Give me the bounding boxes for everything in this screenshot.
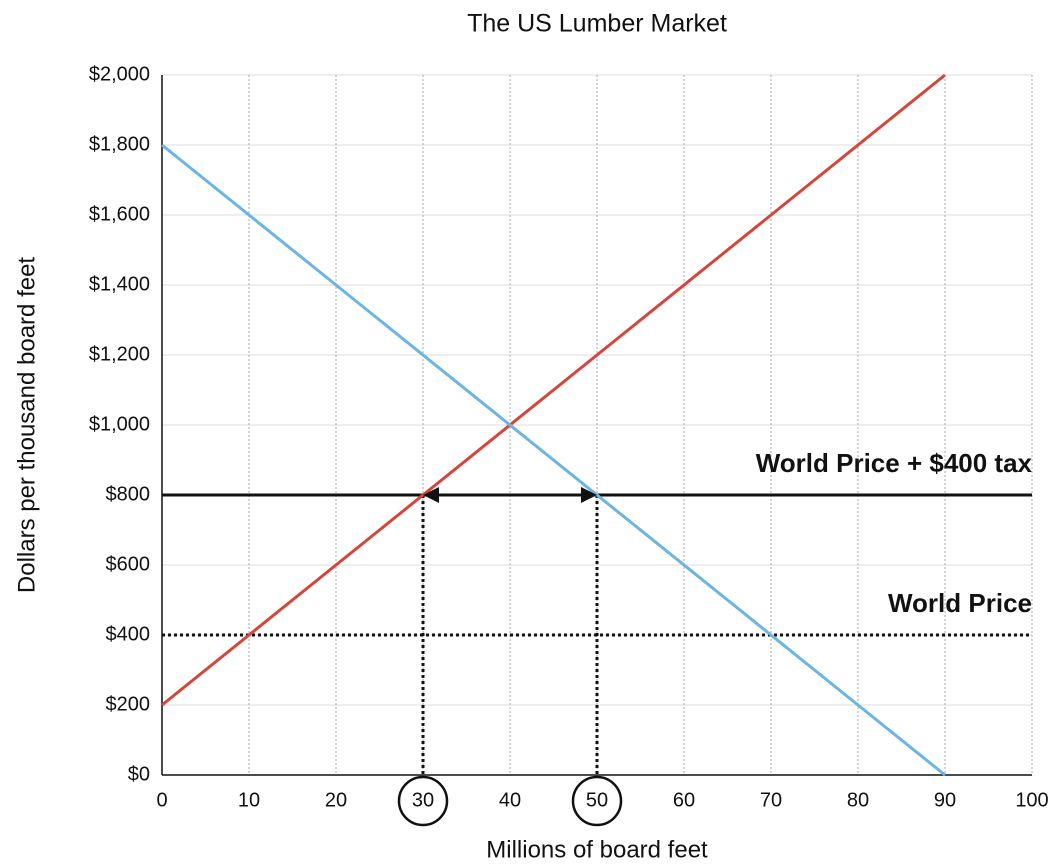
x-tick-label: 60 (673, 789, 695, 811)
curve (161, 143, 946, 777)
arrowhead (581, 487, 597, 503)
tick-highlight-circle (571, 775, 623, 827)
x-tick-label: 30 (412, 789, 434, 811)
reference-label: World Price + $400 tax (756, 448, 1033, 478)
x-axis-label: Millions of board feet (486, 836, 708, 863)
y-tick-label: $400 (106, 623, 151, 645)
arrowhead (423, 487, 439, 503)
x-tick-label: 10 (238, 789, 260, 811)
x-tick-label: 100 (1015, 789, 1048, 811)
y-axis-label: Dollars per thousand board feet (13, 257, 40, 594)
y-tick-label: $1,400 (89, 273, 150, 295)
x-tick-label: 20 (325, 789, 347, 811)
x-tick-label: 40 (499, 789, 521, 811)
chart-title: The US Lumber Market (467, 10, 727, 38)
x-tick-label: 50 (586, 789, 608, 811)
y-tick-label: $1,200 (89, 343, 150, 365)
x-tick-label: 90 (934, 789, 956, 811)
x-tick-label: 0 (156, 789, 167, 811)
y-tick-label: $0 (128, 763, 150, 785)
x-tick-label: 80 (847, 789, 869, 811)
y-tick-label: $200 (106, 693, 151, 715)
tick-highlight-circle (397, 775, 449, 827)
x-tick-label: 70 (760, 789, 782, 811)
y-tick-label: $1,800 (89, 133, 150, 155)
curve (161, 73, 946, 707)
y-tick-label: $600 (106, 553, 151, 575)
reference-label: World Price (888, 588, 1032, 618)
y-tick-label: $2,000 (89, 63, 150, 85)
y-tick-label: $1,600 (89, 203, 150, 225)
y-tick-label: $1,000 (89, 413, 150, 435)
y-tick-label: $800 (106, 483, 151, 505)
